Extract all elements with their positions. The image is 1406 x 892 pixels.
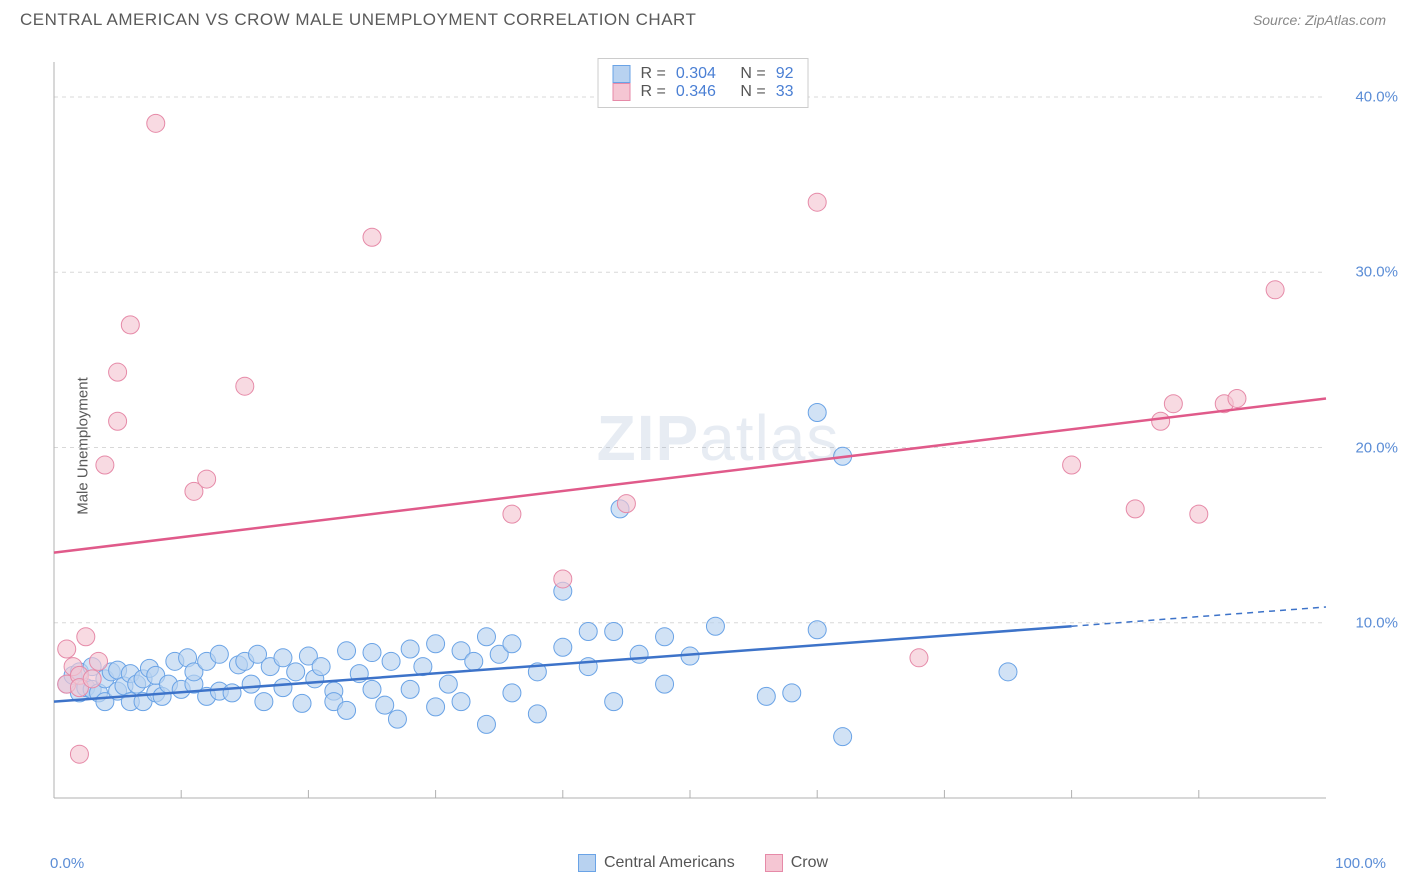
legend-swatch-blue — [613, 65, 631, 83]
series-legend: Central Americans Crow — [0, 854, 1406, 872]
chart-plot-area: ZIPatlas — [50, 58, 1386, 818]
r-value: 0.346 — [676, 83, 716, 101]
n-label: N = — [740, 83, 765, 101]
r-label: R = — [641, 83, 666, 101]
legend-item-crow: Crow — [765, 854, 828, 872]
y-tick-label: 30.0% — [1355, 264, 1398, 281]
correlation-row-2: R = 0.346 N = 33 — [613, 83, 794, 101]
n-value: 92 — [776, 65, 794, 83]
source-label: Source: ZipAtlas.com — [1253, 12, 1386, 28]
scatter-plot-svg — [50, 58, 1386, 818]
n-label: N = — [740, 65, 765, 83]
legend-label: Central Americans — [604, 854, 735, 872]
correlation-legend: R = 0.304 N = 92 R = 0.346 N = 33 — [598, 58, 809, 108]
legend-swatch-pink — [765, 854, 783, 872]
chart-title: CENTRAL AMERICAN VS CROW MALE UNEMPLOYME… — [20, 10, 696, 30]
y-tick-label: 20.0% — [1355, 439, 1398, 456]
correlation-row-1: R = 0.304 N = 92 — [613, 65, 794, 83]
y-tick-label: 40.0% — [1355, 89, 1398, 106]
n-value: 33 — [776, 83, 794, 101]
r-label: R = — [641, 65, 666, 83]
legend-swatch-blue — [578, 854, 596, 872]
legend-item-central-americans: Central Americans — [578, 854, 735, 872]
y-tick-label: 10.0% — [1355, 614, 1398, 631]
r-value: 0.304 — [676, 65, 716, 83]
legend-swatch-pink — [613, 83, 631, 101]
legend-label: Crow — [791, 854, 828, 872]
